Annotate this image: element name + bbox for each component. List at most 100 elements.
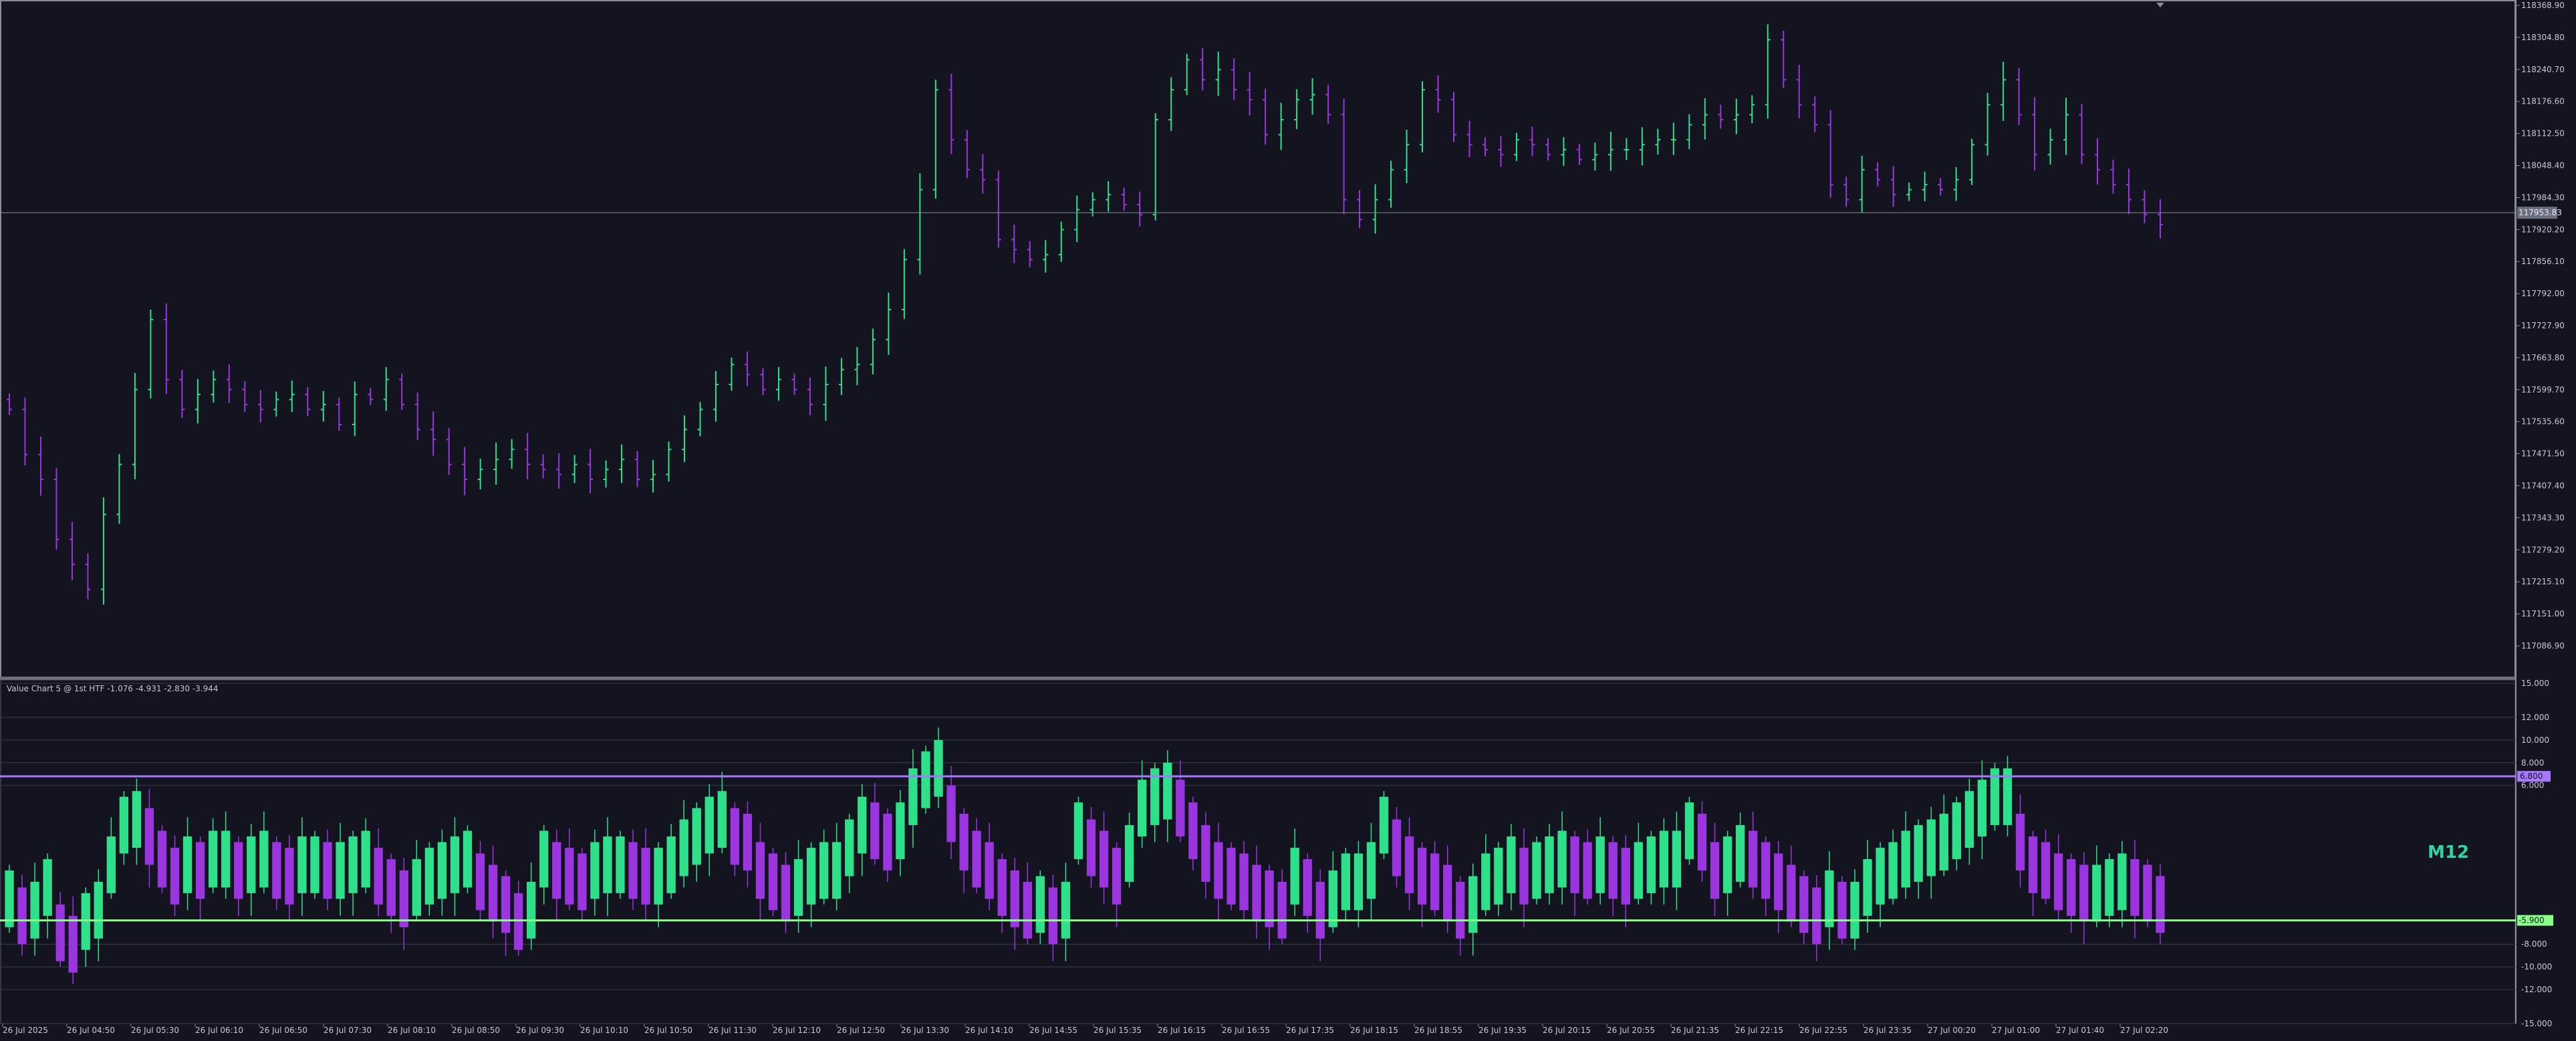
indicator-axis-label: -15.000 [2521,1019,2552,1028]
value-chart-bar [463,830,473,888]
value-chart-bar [628,842,638,899]
value-chart-bar [55,904,65,961]
time-axis-label: 26 Jul 06:50 [259,1026,307,1035]
value-chart-bar [870,802,880,859]
value-chart-bar [1201,825,1210,882]
value-chart-bar [1812,887,1821,945]
value-chart-bar [1722,836,1732,893]
time-axis-label: 26 Jul 23:35 [1863,1026,1912,1035]
indicator-axis-label: 8.000 [2521,758,2544,768]
value-chart-bar [858,796,867,854]
overbought-level-tag [2517,771,2551,782]
time-axis[interactable]: 26 Jul 2025 26 Jul 04:50 26 Jul 05:30 26 Ju… [2,1024,2168,1035]
value-chart-bar [654,848,663,905]
value-chart-bar [1138,780,1147,837]
time-axis-label: 26 Jul 12:10 [773,1026,821,1035]
price-axis[interactable]: 118368.90 118304.80 118240.70 118176.60 1181… [2516,1,2565,651]
value-chart-bar [1545,836,1554,893]
value-chart-bar [412,858,421,916]
value-chart-bar [450,836,460,893]
value-chart-bar [552,842,561,899]
price-axis-label: 117471.50 [2521,449,2565,459]
value-chart-bar [2054,853,2063,911]
value-chart-bar [1774,853,1783,911]
indicator-grid: 15.000 12.000 10.000 8.000 6.000 -8.000 -10.00… [0,679,2552,1028]
time-axis-label: 26 Jul 10:10 [580,1026,628,1035]
value-chart-bar [1570,836,1579,893]
value-chart-bar [1634,842,1643,899]
value-chart-bar [195,842,205,899]
value-chart-bar [1863,858,1872,916]
value-chart-bar [1277,881,1287,939]
value-chart-bar [157,830,167,888]
price-axis-label: 117599.70 [2521,385,2565,394]
time-axis-label: 26 Jul 08:10 [388,1026,436,1035]
value-chart-bar [1379,796,1389,854]
value-chart-bar [1315,881,1325,939]
value-chart-bar [1532,842,1541,899]
value-chart-bar [2130,858,2140,916]
value-chart-bar [17,887,27,945]
value-chart-bar [1265,870,1274,927]
time-axis-label: 26 Jul 14:10 [965,1026,1013,1035]
price-axis-label: 118048.40 [2521,161,2565,170]
value-chart-bar [1252,864,1261,922]
chart-shift-marker[interactable] [2156,3,2164,7]
price-axis-label: 117343.30 [2521,513,2565,522]
value-chart-bar [1048,887,1058,945]
value-chart-bar [1507,836,1516,893]
value-chart-bar [1214,842,1223,899]
value-chart-bar [641,848,650,905]
value-chart-bar [1417,848,1427,905]
price-axis-label: 117215.10 [2521,577,2565,586]
value-chart-bar [386,858,396,916]
value-chart-bar [985,842,994,899]
value-chart-bar [1901,830,1910,888]
time-axis-label: 27 Jul 01:00 [1992,1026,2040,1035]
time-axis-label: 26 Jul 10:50 [644,1026,692,1035]
value-chart-bar [1430,853,1440,911]
value-chart-bar [2105,858,2114,916]
price-bars[interactable] [7,24,2163,605]
value-chart-bar [704,796,714,854]
value-chart-bar [1303,858,1312,916]
price-axis-label: 118304.80 [2521,33,2565,42]
value-chart-bar [1354,853,1364,911]
time-axis-label: 26 Jul 21:35 [1671,1026,1719,1035]
value-chart-bar [1939,814,1948,871]
value-chart-bar [1176,780,1185,837]
value-chart-bar [1188,802,1198,859]
value-chart-bar [1595,836,1605,893]
value-chart-bar [577,853,587,911]
value-chart-bar [1456,881,1465,939]
indicator-axis-label: -12.000 [2521,985,2552,994]
value-chart-bar [1124,825,1134,882]
value-chart-bar [2003,768,2013,826]
price-axis-label: 117407.40 [2521,481,2565,491]
value-chart-bar [1646,836,1656,893]
time-axis-label: 26 Jul 18:15 [1350,1026,1398,1035]
indicator-axis-label: -10.000 [2521,962,2552,971]
value-chart-bar [959,814,969,871]
value-chart-bar [1914,825,1923,882]
time-axis-label: 26 Jul 20:15 [1543,1026,1591,1035]
indicator-axis-label: 12.000 [2521,713,2549,722]
value-chart-bars [5,727,2165,984]
value-chart-bar [1837,881,1847,939]
price-axis-label: 118112.50 [2521,129,2565,138]
value-chart-bar [1952,802,1962,859]
value-chart-bar [170,848,180,905]
value-chart-bar [616,836,625,893]
time-axis-label: 26 Jul 07:30 [324,1026,372,1035]
price-axis-label: 117086.90 [2521,641,2565,651]
time-axis-label: 26 Jul 04:50 [67,1026,115,1035]
pane-divider[interactable] [0,677,2516,680]
value-chart-bar [806,848,816,905]
value-chart-bar [1366,842,1376,899]
value-chart-bar [2028,836,2038,893]
value-chart-bar [1035,876,1045,933]
value-chart-bar [81,893,90,950]
value-chart-bar [1010,870,1019,927]
value-chart-bar [1926,819,1936,877]
